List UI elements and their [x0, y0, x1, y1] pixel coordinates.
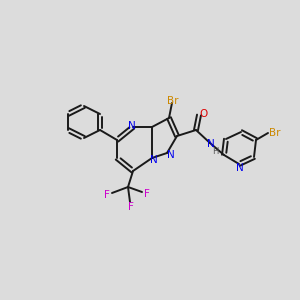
Text: N: N — [207, 139, 215, 149]
Text: N: N — [128, 121, 136, 131]
Text: F: F — [128, 202, 134, 212]
Text: N: N — [236, 163, 244, 173]
Text: N: N — [150, 155, 158, 165]
Text: Br: Br — [269, 128, 281, 138]
Text: Br: Br — [167, 96, 179, 106]
Text: H: H — [212, 146, 218, 155]
Text: F: F — [104, 190, 110, 200]
Text: F: F — [144, 189, 150, 199]
Text: N: N — [167, 150, 175, 160]
Text: O: O — [199, 109, 207, 119]
